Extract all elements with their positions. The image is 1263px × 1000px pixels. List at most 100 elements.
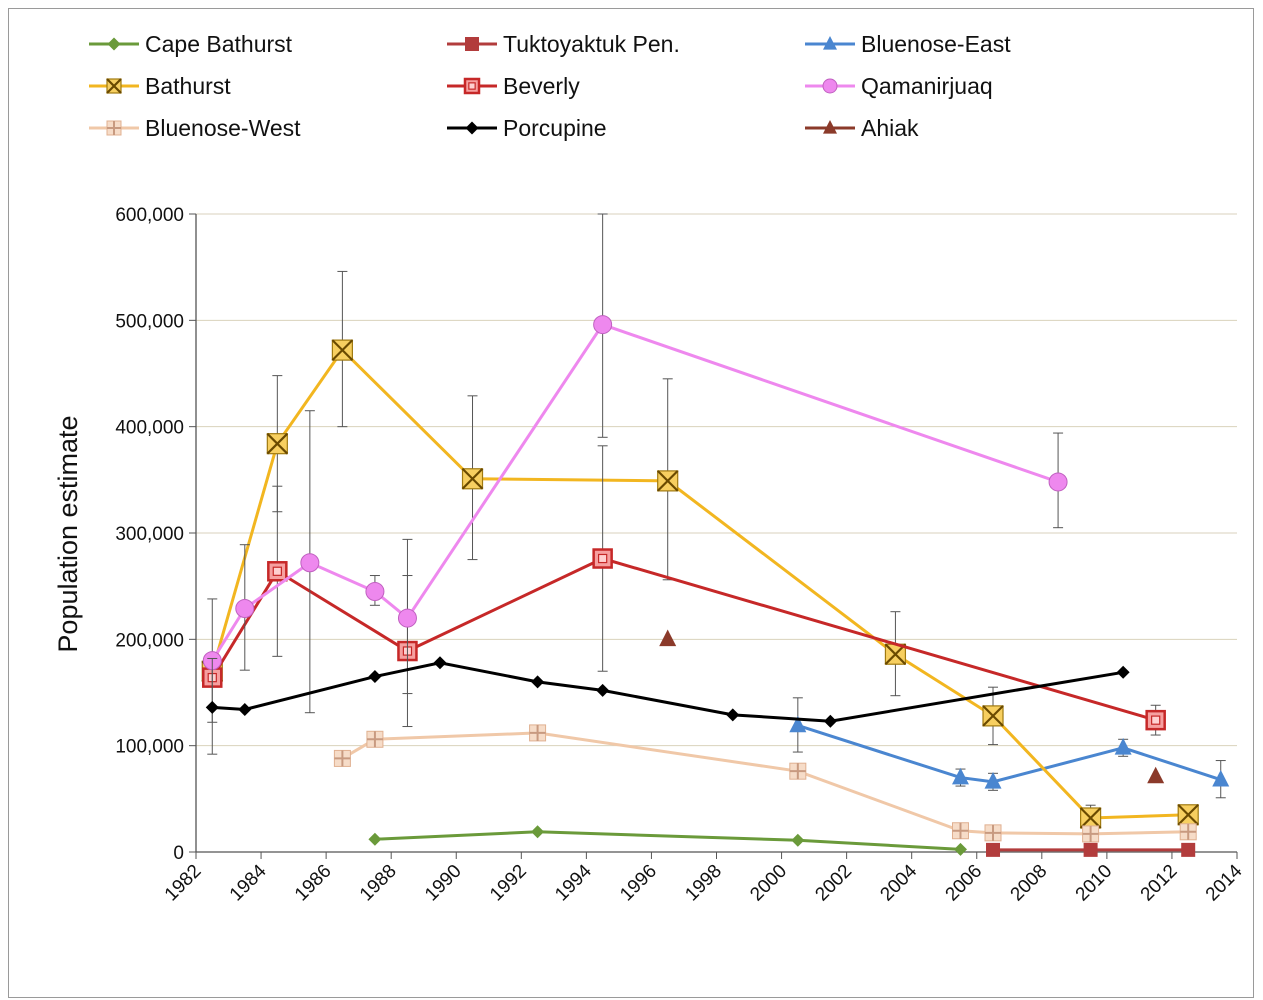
series-line-cape-bathurst: [374, 830, 961, 851]
data-point: [592, 548, 613, 569]
y-tick-label: 500,000: [115, 311, 184, 332]
legend-marker: [823, 35, 837, 50]
x-tick-label: 2004: [876, 860, 921, 905]
data-point: [951, 822, 969, 840]
data-point: [1116, 665, 1130, 679]
legend-label: Tuktoyaktuk Pen.: [503, 31, 680, 57]
x-tick-label: 2006: [942, 861, 987, 906]
x-tick-label: 1998: [681, 861, 726, 906]
x-tick-label: 1982: [161, 861, 206, 906]
data-point: [986, 842, 1001, 857]
plot-area: [201, 213, 1230, 857]
data-point: [1147, 766, 1165, 784]
x-tick-label: 1988: [356, 861, 401, 906]
legend-item-beverly: Beverly: [447, 73, 580, 99]
data-point: [368, 670, 382, 684]
legend-item-porcupine: Porcupine: [447, 115, 607, 141]
x-tick-label: 2012: [1137, 861, 1182, 906]
data-point: [235, 598, 255, 618]
chart-frame: Cape Bathurst Tuktoyaktuk Pen. Bluenose-Ea…: [8, 8, 1254, 998]
legend-item-cape-bathurst: Cape Bathurst: [89, 31, 293, 57]
legend-marker: [106, 120, 122, 136]
y-axis-title: Population estimate: [53, 415, 83, 652]
x-tick-label: 1996: [616, 861, 661, 906]
data-point: [531, 675, 545, 689]
legend-marker: [106, 78, 122, 94]
series-line-bluenose-west: [341, 731, 1189, 836]
legend-label: Bluenose-East: [861, 31, 1011, 57]
population-chart: Cape Bathurst Tuktoyaktuk Pen. Bluenose-Ea…: [53, 31, 1247, 905]
legend-item-bluenose-west: Bluenose-West: [89, 115, 301, 141]
x-tick-label: 1984: [226, 860, 271, 905]
data-point: [823, 714, 837, 728]
legend-label: Beverly: [503, 73, 580, 99]
data-point: [433, 656, 447, 670]
data-point: [726, 708, 740, 722]
legend-label: Bluenose-West: [145, 115, 301, 141]
series-bathurst: [201, 270, 1199, 832]
data-point: [300, 553, 320, 573]
grid-lines: [196, 213, 1237, 747]
data-point: [1082, 825, 1100, 843]
x-tick-label: 2000: [746, 861, 791, 906]
x-tick-label: 1986: [291, 861, 336, 906]
x-tick-label: 2002: [811, 861, 856, 906]
data-point: [1177, 804, 1199, 826]
legend-marker: [465, 37, 479, 51]
data-point: [331, 339, 354, 361]
data-point: [791, 833, 805, 847]
data-point: [1079, 807, 1102, 829]
series-porcupine: [205, 656, 1130, 755]
series-ahiak: [659, 629, 1165, 784]
data-point: [333, 749, 351, 767]
series-tuktoyaktuk-pen: [986, 842, 1196, 857]
legend-item-qamanirjuaq: Qamanirjuaq: [805, 73, 993, 99]
y-tick-label: 400,000: [115, 418, 184, 439]
data-point: [531, 825, 545, 839]
legend-item-ahiak: Ahiak: [805, 115, 919, 141]
legend-marker: [107, 37, 121, 51]
series-qamanirjuaq: [202, 213, 1068, 723]
legend-label: Ahiak: [861, 115, 919, 141]
x-tick-label: 1992: [486, 861, 531, 906]
legend-label: Cape Bathurst: [145, 31, 293, 57]
data-point: [953, 842, 967, 856]
y-tick-label: 100,000: [115, 737, 184, 758]
legend-marker: [823, 119, 837, 134]
data-point: [656, 470, 679, 492]
x-tick-label: 1994: [551, 860, 596, 905]
data-point: [593, 315, 613, 335]
legend-item-bathurst: Bathurst: [89, 73, 231, 99]
legend-item-tuktoyaktuk-pen: Tuktoyaktuk Pen.: [447, 31, 680, 57]
legend: Cape Bathurst Tuktoyaktuk Pen. Bluenose-Ea…: [89, 31, 1011, 141]
x-tick-label: 2008: [1007, 861, 1052, 906]
legend-label: Bathurst: [145, 73, 231, 99]
data-point: [1145, 709, 1166, 731]
data-point: [529, 724, 547, 742]
axes: 0 100,000 200,000 300,000 400,000 500,000 600,…: [115, 205, 1247, 905]
y-tick-label: 600,000: [115, 205, 184, 226]
data-point: [368, 832, 382, 846]
data-point: [267, 561, 288, 582]
legend-label: Qamanirjuaq: [861, 73, 993, 99]
data-point: [1179, 823, 1197, 841]
legend-marker: [465, 121, 479, 135]
data-point: [461, 467, 484, 490]
y-tick-label: 200,000: [115, 630, 184, 651]
y-tick-label: 0: [173, 843, 184, 864]
data-point: [365, 581, 385, 601]
data-point: [789, 762, 807, 780]
data-point: [1181, 842, 1196, 857]
x-tick-label: 2014: [1202, 860, 1247, 905]
legend-label: Porcupine: [503, 115, 607, 141]
data-point: [984, 824, 1002, 842]
data-point: [205, 700, 219, 714]
data-point: [982, 705, 1004, 727]
data-point: [1212, 769, 1230, 787]
series-bluenose-west: [333, 724, 1197, 843]
data-point: [951, 767, 969, 785]
data-point: [266, 432, 289, 455]
series-beverly: [202, 445, 1166, 736]
data-point: [397, 608, 417, 628]
legend-item-bluenose-east: Bluenose-East: [805, 31, 1011, 57]
